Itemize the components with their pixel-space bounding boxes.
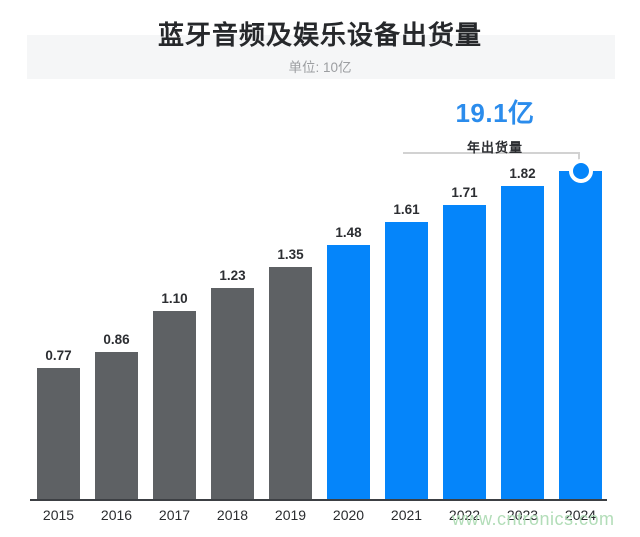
highlight-marker-icon [568,158,593,183]
bar-value-label-2019: 1.35 [277,247,304,263]
bar-2015 [37,367,80,501]
annotation-connector-line [403,152,580,162]
x-axis-labels: 2015 2016 2017 2018 2019 2020 2021 2022 2023 2024 [30,507,607,527]
x-axis-label-2024: 2024 [564,507,597,523]
bar-2022 [443,205,486,501]
annotation-label: 年出货量 [466,140,523,155]
bar-value-label-2017: 1.10 [161,290,188,306]
x-axis-label-2021: 2021 [390,507,423,523]
x-axis-label-2017: 2017 [158,507,191,523]
chart-title: 蓝牙音频及娱乐设备出货量 [157,20,482,50]
bar-2019 [269,267,312,501]
bar-2023 [501,186,544,501]
x-axis-label-2016: 2016 [100,507,133,523]
bar-value-label-2023: 1.82 [509,166,536,182]
bar-2018 [211,288,254,501]
bar-value-label-2015: 0.77 [45,347,72,363]
plot-area: 0.77 0.86 1.10 1.23 1.35 1.48 1.61 1.71 1.82 [30,155,607,501]
bar-value-label-2022: 1.71 [451,185,478,201]
x-axis-label-2018: 2018 [216,507,249,523]
bar-2016 [95,352,138,501]
annotation-callout: 19.1亿 年出货量 [400,93,590,156]
bar-2017 [153,310,196,501]
x-axis-label-2023: 2023 [506,507,539,523]
x-axis-line [30,499,607,501]
watermark-text: www.cntronics.com [452,509,615,529]
x-axis-label-2022: 2022 [448,507,481,523]
bar-value-label-2021: 1.61 [393,202,420,218]
bar-value-label-2018: 1.23 [219,268,246,284]
annotation-value: 19.1亿 [455,98,535,128]
bar-value-label-2016: 0.86 [103,332,130,348]
bar-2024 [559,170,602,501]
chart-unit-note: 单位: 10亿 [288,60,352,75]
header-band [27,35,615,79]
bar-value-label-2020: 1.48 [335,224,362,240]
bar-2021 [385,222,428,501]
x-axis-label-2019: 2019 [274,507,307,523]
x-axis-label-2015: 2015 [42,507,75,523]
x-axis-label-2020: 2020 [332,507,365,523]
bar-2020 [327,244,370,501]
